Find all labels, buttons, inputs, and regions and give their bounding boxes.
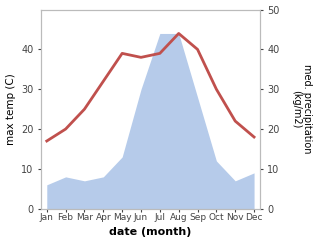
Y-axis label: med. precipitation
(kg/m2): med. precipitation (kg/m2) [291, 64, 313, 154]
X-axis label: date (month): date (month) [109, 227, 192, 237]
Y-axis label: max temp (C): max temp (C) [5, 73, 16, 145]
